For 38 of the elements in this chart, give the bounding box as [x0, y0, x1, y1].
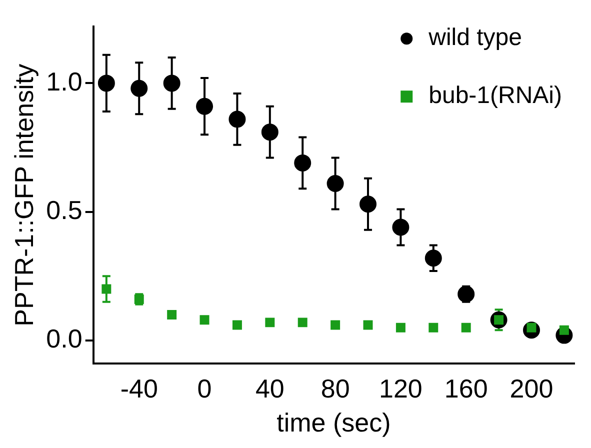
x-tick-label: -40: [120, 373, 158, 404]
x-tick-label: 0: [197, 373, 212, 404]
point: [559, 325, 569, 335]
point: [363, 320, 373, 330]
point: [196, 98, 214, 115]
point: [200, 315, 210, 325]
point: [228, 110, 246, 128]
point: [261, 124, 278, 141]
y-tick-label: 1.0: [46, 66, 82, 96]
point: [102, 284, 112, 294]
y-tick-label: 0.5: [46, 194, 82, 225]
point: [458, 286, 475, 303]
point: [130, 80, 148, 97]
point: [392, 218, 410, 236]
point: [298, 318, 308, 328]
legend-label: wild type: [428, 24, 522, 52]
point: [360, 196, 377, 213]
x-tick-label: 160: [444, 373, 488, 404]
y-axis-title: PPTR-1::GFP intensity: [8, 64, 39, 326]
legend-label: bub-1(RNAi): [428, 82, 562, 110]
x-tick-label: 80: [320, 373, 350, 404]
point: [330, 320, 340, 330]
point: [428, 322, 438, 332]
point: [396, 322, 406, 332]
point: [167, 310, 177, 320]
y-tick-label: 0.0: [46, 324, 82, 354]
point: [424, 250, 442, 267]
point: [326, 175, 344, 192]
x-axis-title: time (sec): [276, 408, 391, 438]
point: [163, 74, 180, 92]
x-tick-label: 120: [379, 373, 422, 404]
point: [232, 320, 242, 330]
point: [461, 322, 471, 332]
point: [265, 318, 275, 328]
x-tick-label: 200: [510, 373, 554, 404]
point: [294, 154, 312, 172]
point: [98, 74, 115, 92]
x-tick-label: 40: [255, 373, 284, 404]
